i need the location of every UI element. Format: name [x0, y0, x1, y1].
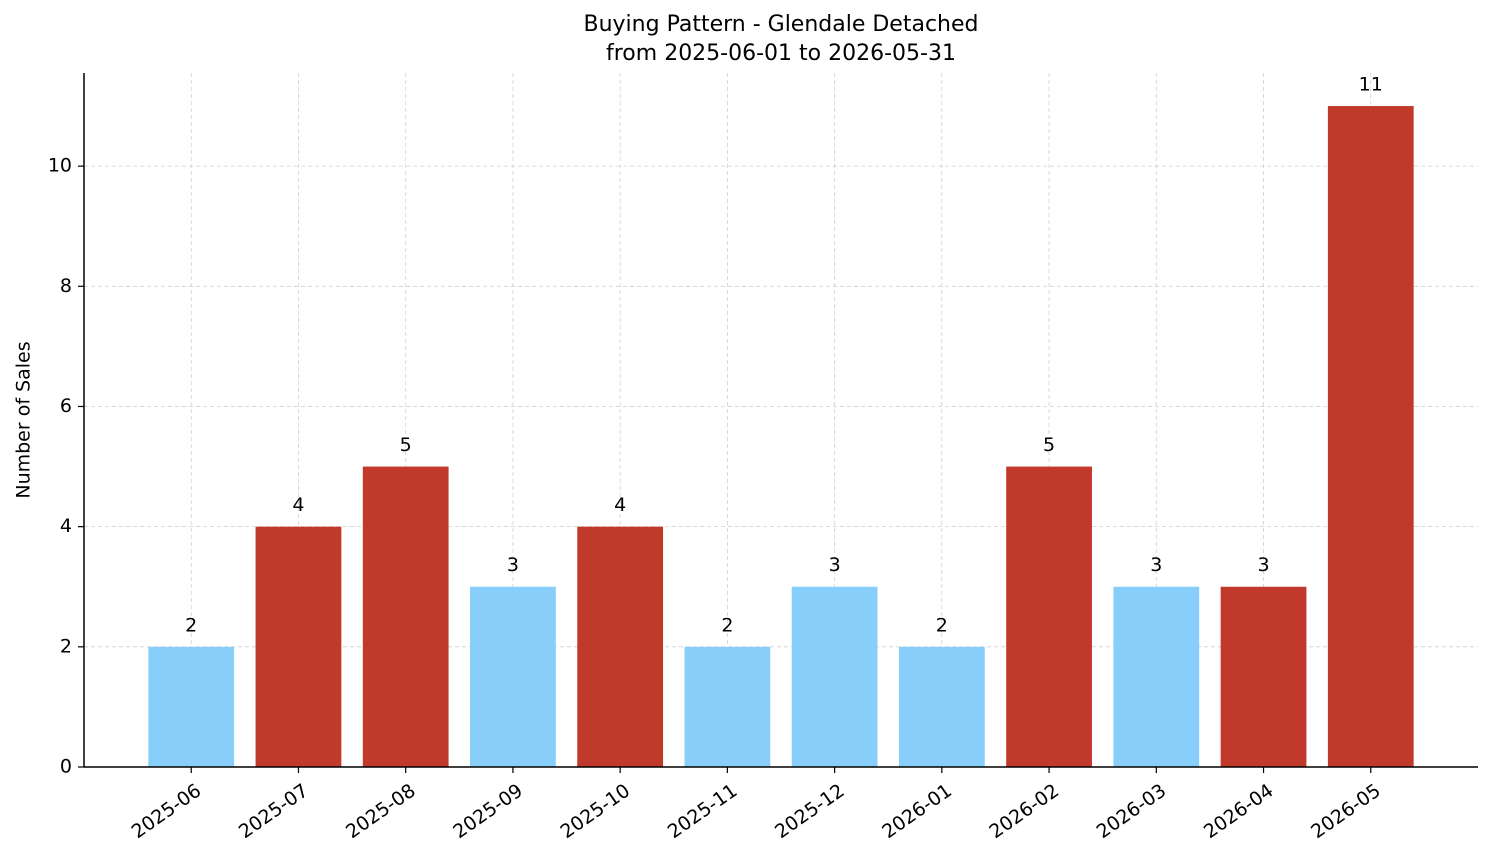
value-label: 2	[185, 614, 197, 636]
y-tick-label: 2	[60, 635, 72, 657]
bar	[362, 466, 449, 767]
x-tick-label: 2025-09	[449, 780, 527, 844]
x-tick-label: 2026-02	[985, 780, 1063, 844]
x-tick-label: 2025-07	[235, 780, 313, 844]
x-tick-label: 2026-05	[1307, 780, 1385, 844]
x-tick-label: 2025-06	[128, 780, 206, 844]
value-label: 3	[1257, 554, 1269, 576]
y-axis-label: Number of Sales	[13, 341, 35, 498]
chart-title: Buying Pattern - Glendale Detached	[584, 12, 979, 37]
x-tick-label: 2025-08	[342, 780, 420, 844]
chart-subtitle: from 2025-06-01 to 2026-05-31	[606, 41, 956, 66]
x-tick-label: 2025-10	[557, 780, 635, 844]
x-tick-label: 2026-01	[878, 780, 956, 844]
value-label: 11	[1359, 74, 1383, 96]
value-label: 4	[292, 494, 304, 516]
value-label: 4	[614, 494, 626, 516]
bar	[148, 646, 235, 767]
x-tick-label: 2026-03	[1093, 780, 1171, 844]
grid	[84, 73, 1478, 768]
bar	[1006, 466, 1092, 767]
value-label: 5	[400, 434, 412, 456]
bar	[684, 646, 771, 767]
bar	[1327, 106, 1414, 768]
bar	[1113, 586, 1200, 767]
x-tick-label: 2025-11	[664, 780, 742, 844]
bar	[791, 586, 878, 767]
y-tick-label: 4	[60, 515, 72, 537]
value-label: 2	[936, 614, 948, 636]
x-tick-label: 2025-12	[771, 780, 849, 844]
y-tick-label: 6	[60, 395, 72, 417]
bar	[255, 526, 342, 767]
y-tick-label: 0	[60, 756, 72, 778]
x-tick-label: 2026-04	[1200, 780, 1278, 844]
bar	[1220, 586, 1307, 767]
value-label: 2	[721, 614, 733, 636]
value-label: 5	[1043, 434, 1055, 456]
value-label: 3	[1150, 554, 1162, 576]
bar	[577, 526, 664, 767]
value-label: 3	[829, 554, 841, 576]
value-label: 3	[507, 554, 519, 576]
y-tick-label: 10	[48, 155, 72, 177]
y-tick-label: 8	[60, 275, 72, 297]
bars	[148, 106, 1414, 768]
bar	[898, 646, 985, 767]
bar	[470, 586, 556, 767]
